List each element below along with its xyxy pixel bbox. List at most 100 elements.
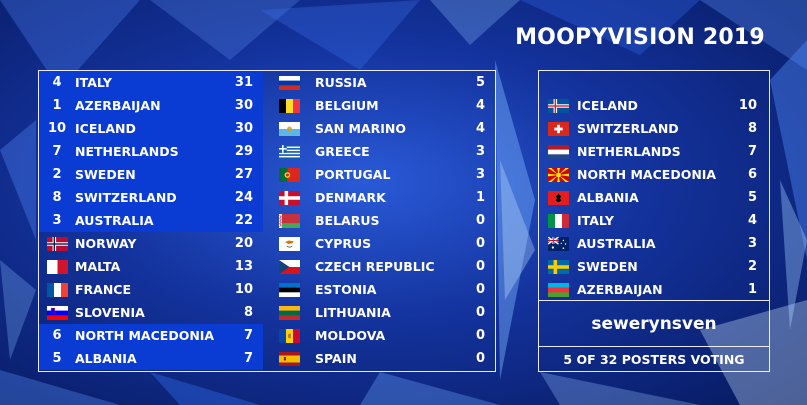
scoreboard-row: FRANCE 10 (39, 278, 263, 301)
country-name: ALBANIA (75, 351, 137, 366)
country-name: PORTUGAL (315, 167, 391, 182)
country-name: DENMARK (315, 190, 386, 205)
vote-award-row: NORTH MACEDONIA 6 (539, 163, 769, 186)
country-name: SLOVENIA (75, 305, 145, 320)
country-name: ALBANIA (577, 190, 639, 205)
country-name: SWEDEN (577, 259, 638, 274)
scoreboard-row: SLOVENIA 8 (39, 301, 263, 324)
slovenia-flag-icon (46, 305, 68, 320)
scoreboard-row: GREECE 3 (267, 140, 495, 163)
points-value: 0 (475, 328, 485, 343)
rank-number: 7 (52, 144, 62, 159)
country-name: SWITZERLAND (577, 121, 679, 136)
page-title: MOOPYVISION 2019 (515, 25, 765, 50)
points-value: 2 (747, 259, 757, 274)
denmark-flag-icon (278, 190, 300, 205)
scoreboard-row: LITHUANIA 0 (267, 301, 495, 324)
france-flag-icon (46, 282, 68, 297)
points-value: 3 (475, 144, 485, 159)
points-value: 0 (475, 351, 485, 366)
scoreboard-panel: 4 ITALY 31 1 AZERBAIJAN 30 10 ICELAND 30 7 NETHERL… (38, 70, 496, 372)
voting-status: 5 OF 32 POSTERS VOTING (539, 346, 769, 372)
scoreboard-row: BELARUS 0 (267, 209, 495, 232)
scoreboard-row: 7 NETHERLANDS 29 (39, 140, 263, 163)
azerbaijan-flag-icon (547, 282, 569, 297)
norway-flag-icon (46, 236, 68, 251)
country-name: AZERBAIJAN (577, 282, 663, 297)
scoreboard-row: MOLDOVA 0 (267, 324, 495, 347)
country-name: SWITZERLAND (75, 190, 177, 205)
points-value: 10 (738, 98, 757, 113)
country-name: BELGIUM (315, 98, 379, 113)
points-value: 0 (475, 282, 485, 297)
greece-flag-icon (278, 144, 300, 159)
san-marino-flag-icon (278, 121, 300, 136)
rank-number: 2 (52, 167, 62, 182)
scoreboard-row: ESTONIA 0 (267, 278, 495, 301)
country-name: MALTA (75, 259, 121, 274)
rank-number: 10 (47, 121, 67, 136)
scoreboard-row: 6 NORTH MACEDONIA 7 (39, 324, 263, 347)
netherlands-flag-icon (547, 144, 569, 159)
country-name: NORTH MACEDONIA (577, 167, 717, 182)
points-value: 7 (747, 144, 757, 159)
points-value: 6 (747, 167, 757, 182)
scoreboard-row: NORWAY 20 (39, 232, 263, 255)
belarus-flag-icon (278, 213, 300, 228)
points-value: 1 (747, 282, 757, 297)
country-name: BELARUS (315, 213, 380, 228)
country-name: AZERBAIJAN (75, 98, 161, 113)
points-value: 3 (475, 167, 485, 182)
scoreboard-row: 1 AZERBAIJAN 30 (39, 94, 263, 117)
points-value: 5 (747, 190, 757, 205)
spain-flag-icon (278, 351, 300, 366)
country-name: NETHERLANDS (577, 144, 681, 159)
country-name: ESTONIA (315, 282, 377, 297)
vote-award-row: SWEDEN 2 (539, 255, 769, 278)
portugal-flag-icon (278, 167, 300, 182)
country-name: ICELAND (75, 121, 136, 136)
country-name: GREECE (315, 144, 370, 159)
scoreboard-column-2: RUSSIA 5 BELGIUM 4 SAN MARINO 4 GREECE 3 PORTUGA… (267, 71, 495, 370)
scoreboard-row: BELGIUM 4 (267, 94, 495, 117)
australia-flag-icon (547, 235, 569, 251)
russia-flag-icon (278, 75, 300, 90)
voter-name: sewerynsven (539, 300, 769, 346)
vote-award-row: ITALY 4 (539, 209, 769, 232)
points-value: 22 (234, 213, 253, 228)
points-value: 13 (234, 259, 253, 274)
belgium-flag-icon (278, 98, 300, 113)
points-value: 31 (234, 75, 253, 90)
points-value: 7 (243, 351, 253, 366)
moldova-flag-icon (278, 328, 300, 343)
italy-flag-icon (547, 213, 569, 228)
lithuania-flag-icon (278, 305, 300, 320)
country-name: ITALY (75, 75, 112, 90)
scoreboard-row: SPAIN 0 (267, 347, 495, 370)
albania-flag-icon (547, 190, 569, 205)
vote-award-row: NETHERLANDS 7 (539, 140, 769, 163)
points-value: 0 (475, 259, 485, 274)
points-value: 8 (243, 305, 253, 320)
country-name: AUSTRALIA (577, 236, 656, 251)
points-value: 1 (475, 190, 485, 205)
scoreboard-row: PORTUGAL 3 (267, 163, 495, 186)
rank-number: 6 (52, 328, 62, 343)
points-value: 4 (475, 98, 485, 113)
iceland-flag-icon (547, 98, 569, 113)
cyprus-flag-icon (278, 236, 300, 251)
votes-panel: ICELAND 10 SWITZERLAND 8 NETHERLANDS 7 NORTH M… (538, 70, 770, 372)
vote-award-row: AZERBAIJAN 1 (539, 278, 769, 301)
rank-number: 1 (52, 98, 62, 113)
rank-number: 4 (52, 75, 62, 90)
points-value: 29 (234, 144, 253, 159)
vote-award-row: ICELAND 10 (539, 94, 769, 117)
scoreboard-row: 3 AUSTRALIA 22 (39, 209, 263, 232)
points-value: 5 (475, 75, 485, 90)
points-value: 10 (234, 282, 253, 297)
switzerland-flag-icon (547, 121, 569, 136)
malta-flag-icon (46, 259, 68, 274)
scoreboard-row: 5 ALBANIA 7 (39, 347, 263, 370)
country-name: FRANCE (75, 282, 132, 297)
